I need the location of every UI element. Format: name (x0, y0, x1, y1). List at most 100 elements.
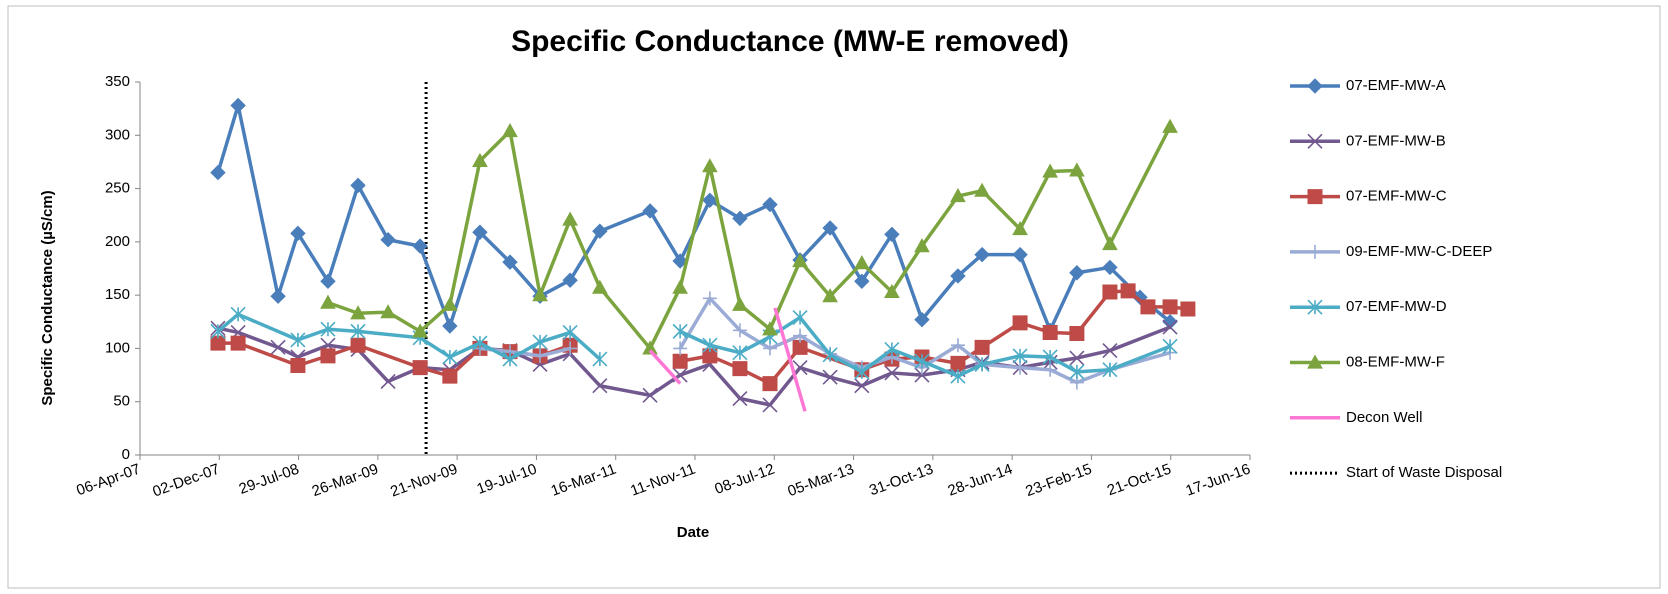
data-point (1069, 364, 1085, 380)
data-point (1140, 299, 1156, 315)
data-point (1013, 360, 1028, 375)
data-point (472, 224, 488, 240)
data-point (762, 196, 778, 213)
x-axis-title: Date (677, 524, 710, 541)
data-point (562, 272, 578, 288)
data-point (884, 365, 900, 381)
data-point (1069, 162, 1085, 177)
data-point (672, 353, 688, 369)
data-point (884, 341, 900, 358)
data-point (1012, 221, 1028, 236)
data-point (1012, 348, 1028, 364)
data-point (442, 296, 458, 311)
data-point (270, 288, 286, 304)
data-point (672, 253, 688, 269)
data-point (762, 397, 778, 413)
data-point (1012, 246, 1028, 263)
data-point (974, 182, 990, 197)
data-point (290, 225, 306, 242)
data-point (854, 364, 870, 380)
data-point (350, 337, 366, 353)
data-point (592, 223, 608, 239)
data-point (563, 341, 578, 356)
data-point (380, 232, 396, 248)
data-point (854, 273, 870, 289)
data-point (950, 338, 965, 353)
data-point (822, 288, 838, 303)
data-point (412, 360, 428, 376)
data-point (950, 355, 966, 371)
data-point (230, 97, 246, 114)
legend-marker (1307, 133, 1323, 149)
data-point (642, 387, 658, 403)
data-point (592, 279, 608, 294)
data-point (442, 318, 458, 334)
data-point (732, 345, 748, 361)
data-point (1162, 338, 1178, 354)
data-point (1102, 362, 1118, 378)
data-point (502, 122, 518, 138)
data-point (672, 323, 688, 339)
data-point (702, 291, 717, 306)
data-point (1012, 315, 1028, 331)
y-tick-label: 100 (105, 339, 130, 356)
data-point (442, 368, 458, 384)
data-point (974, 339, 990, 355)
data-point (320, 294, 336, 309)
data-point (762, 341, 777, 356)
data-point (1102, 235, 1118, 251)
data-point (792, 253, 808, 268)
y-tick-label: 250 (105, 180, 130, 197)
data-point (472, 152, 488, 167)
data-point (1120, 283, 1136, 299)
data-point (532, 334, 548, 350)
data-point (822, 347, 838, 363)
data-point (702, 158, 718, 173)
data-point (950, 268, 966, 284)
data-point (1069, 265, 1085, 281)
data-point (702, 348, 718, 364)
data-point (562, 211, 578, 226)
y-tick-label: 150 (105, 286, 130, 303)
data-point (914, 311, 930, 328)
data-point (1162, 319, 1178, 335)
data-point (762, 376, 778, 392)
data-point (702, 337, 718, 353)
data-point (884, 283, 900, 299)
data-point (230, 335, 246, 351)
data-point (592, 378, 608, 394)
data-point (502, 351, 518, 367)
data-point (442, 349, 458, 365)
data-point (412, 238, 428, 254)
data-point (350, 177, 366, 194)
data-point (642, 203, 658, 219)
data-point (950, 188, 966, 203)
y-tick-label: 0 (122, 446, 130, 463)
y-tick-label: 350 (105, 73, 130, 90)
series-line (648, 307, 807, 412)
data-point (270, 339, 286, 355)
data-point (974, 356, 990, 372)
data-point (1069, 326, 1085, 342)
legend-marker (1307, 78, 1323, 94)
data-point (914, 238, 930, 253)
data-point (732, 361, 748, 377)
data-point (1102, 259, 1118, 276)
data-point (210, 335, 226, 351)
data-point (290, 332, 306, 348)
data-point (974, 246, 990, 263)
data-point (884, 226, 900, 243)
data-point (592, 351, 608, 367)
y-tick-label: 200 (105, 233, 130, 250)
data-point (1162, 299, 1178, 315)
data-point (732, 390, 748, 407)
data-point (1180, 301, 1196, 317)
data-point (1162, 118, 1178, 133)
legend-label: 07-EMF-MW-D (1346, 298, 1447, 315)
data-point (350, 305, 366, 320)
legend-label: 07-EMF-MW-A (1346, 77, 1446, 94)
chart-title: Specific Conductance (MW-E removed) (511, 25, 1069, 58)
data-point (1102, 284, 1118, 300)
data-point (822, 220, 838, 236)
